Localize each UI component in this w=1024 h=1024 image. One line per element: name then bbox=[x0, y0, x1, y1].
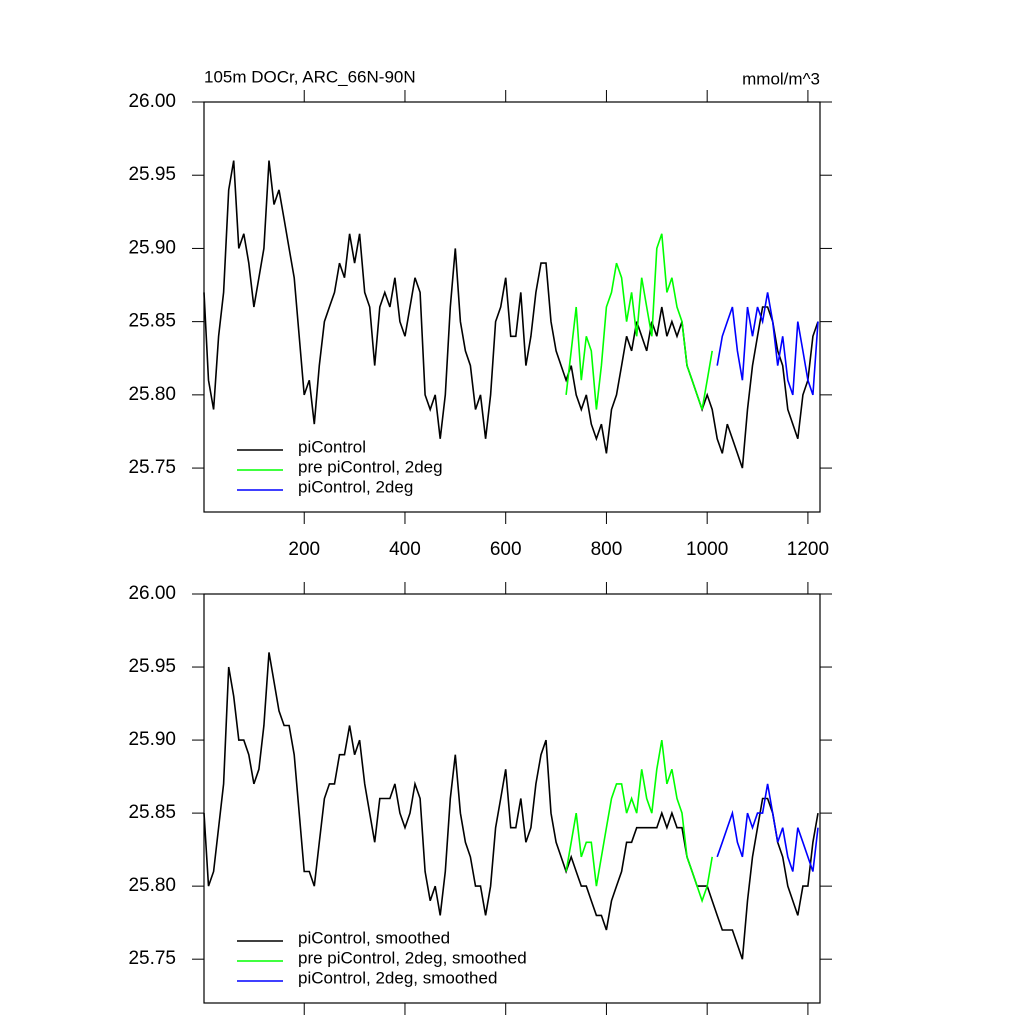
data-line bbox=[716, 292, 819, 396]
legend-label: piControl bbox=[298, 437, 366, 456]
y-tick-label: 25.75 bbox=[128, 457, 176, 478]
x-tick-label: 800 bbox=[591, 539, 623, 560]
x-tick-label: 600 bbox=[490, 539, 522, 560]
y-tick-label: 25.75 bbox=[128, 948, 176, 969]
y-tick-label: 25.95 bbox=[128, 656, 176, 677]
data-line bbox=[565, 233, 713, 410]
y-tick-label: 25.95 bbox=[128, 164, 176, 185]
data-line bbox=[565, 739, 713, 904]
legend-label: pre piControl, 2deg bbox=[298, 457, 443, 476]
y-tick-label: 25.85 bbox=[128, 802, 176, 823]
legend-label: piControl, 2deg, smoothed bbox=[298, 968, 497, 987]
x-tick-label: 1200 bbox=[787, 539, 829, 560]
legend-label: piControl, 2deg bbox=[298, 477, 413, 496]
y-tick-label: 26.00 bbox=[128, 583, 176, 604]
legend-label: piControl, smoothed bbox=[298, 928, 450, 947]
y-tick-label: 25.80 bbox=[128, 384, 176, 405]
data-line bbox=[203, 160, 819, 469]
x-tick-label: 1000 bbox=[686, 539, 728, 560]
x-tick-label: 400 bbox=[389, 539, 421, 560]
units-label: mmol/m^3 bbox=[742, 69, 820, 88]
data-line bbox=[203, 652, 819, 960]
y-tick-label: 25.85 bbox=[128, 311, 176, 332]
y-tick-label: 25.90 bbox=[128, 729, 176, 750]
y-tick-label: 25.80 bbox=[128, 875, 176, 896]
y-tick-label: 25.90 bbox=[128, 237, 176, 258]
data-line bbox=[716, 783, 819, 872]
y-tick-label: 26.00 bbox=[128, 91, 176, 112]
legend-label: pre piControl, 2deg, smoothed bbox=[298, 948, 527, 967]
x-tick-label: 200 bbox=[288, 539, 320, 560]
chart-title: 105m DOCr, ARC_66N-90N bbox=[204, 67, 416, 86]
plot-frame bbox=[203, 593, 821, 1004]
